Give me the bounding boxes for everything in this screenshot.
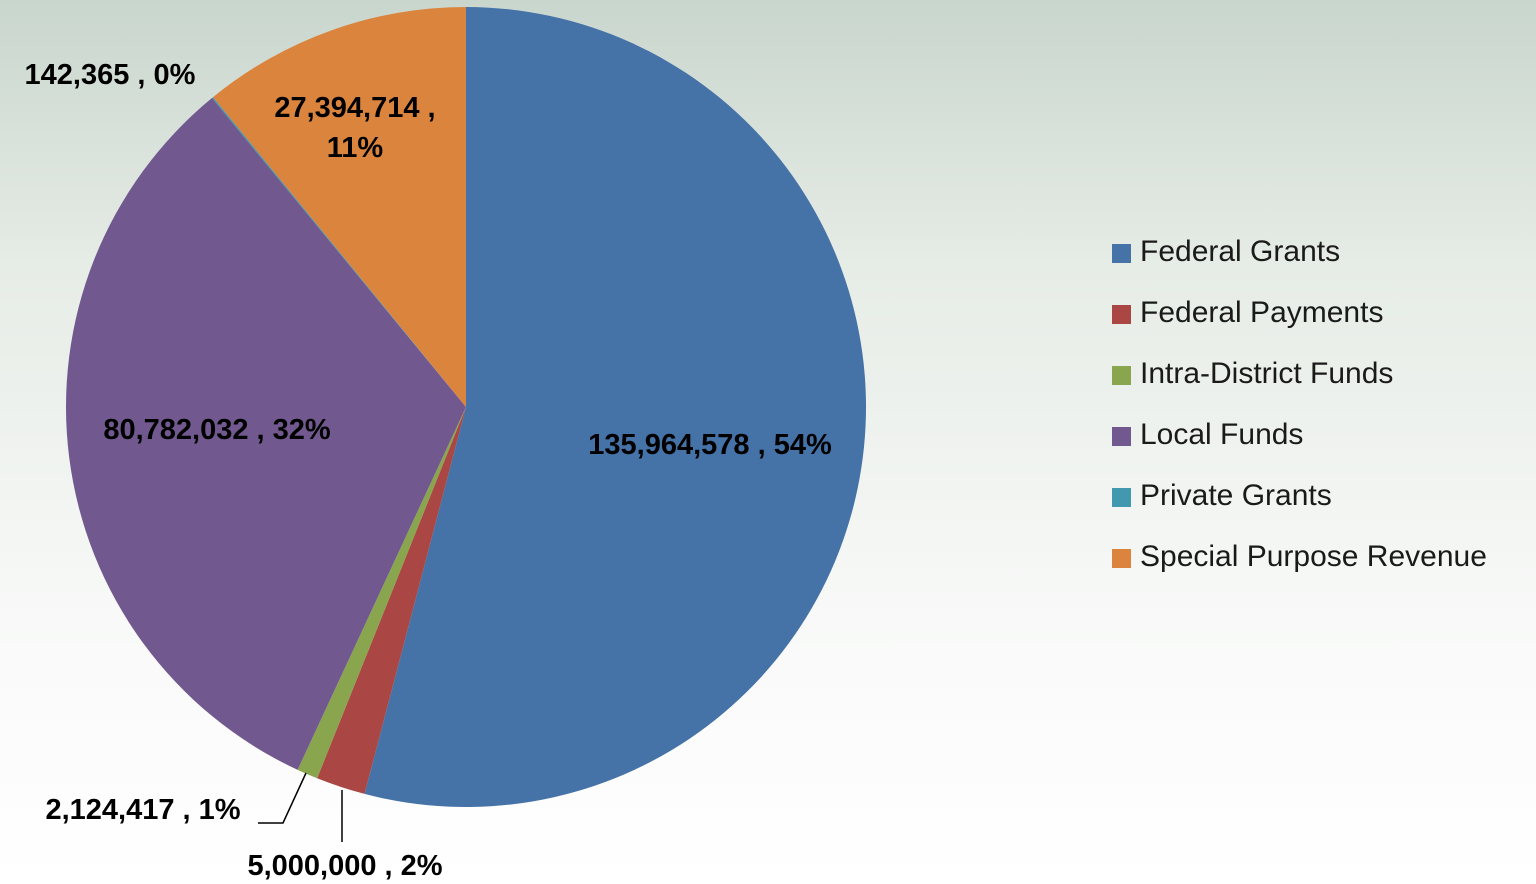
data-label: 142,365 , 0% (24, 59, 196, 91)
data-label: 5,000,000 , 2% (247, 850, 443, 882)
legend-label: Federal Grants (1140, 235, 1341, 268)
data-label: 80,782,032 , 32% (103, 414, 331, 446)
pie-slice (211, 97, 466, 408)
pie-slice (364, 7, 867, 808)
pie-slice (213, 7, 466, 407)
legend-swatch (1112, 427, 1131, 446)
legend-swatch (1112, 549, 1131, 568)
data-label: 27,394,714 , 11% (274, 92, 436, 164)
legend-swatch (1112, 244, 1131, 263)
data-label: 135,964,578 , 54% (588, 429, 832, 461)
legend-label: Intra-District Funds (1140, 357, 1394, 390)
data-label: 2,124,417 , 1% (45, 794, 241, 826)
legend-label: Federal Payments (1140, 296, 1384, 329)
pie-slice (297, 407, 466, 779)
pie-slice (66, 98, 467, 770)
legend-swatch (1112, 305, 1131, 324)
legend-label: Local Funds (1140, 418, 1304, 451)
leader-line (258, 772, 307, 824)
legend-swatch (1112, 366, 1131, 385)
legend-label: Private Grants (1140, 479, 1332, 512)
legend-label: Special Purpose Revenue (1140, 540, 1487, 573)
legend-swatch (1112, 488, 1131, 507)
pie-slice (317, 407, 466, 794)
